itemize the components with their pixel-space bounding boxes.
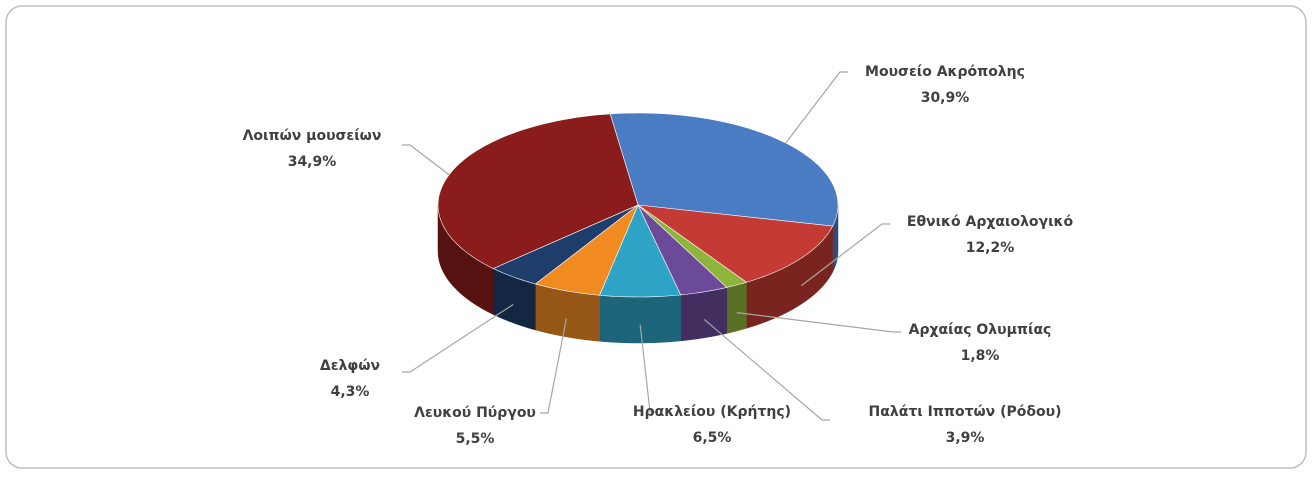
slice	[637, 204, 728, 296]
slice	[534, 204, 639, 296]
slice	[599, 204, 682, 298]
slice-value-label: 30,9%	[921, 90, 970, 106]
slice	[609, 112, 839, 227]
leader-line	[785, 71, 848, 144]
slice-label: Παλάτι Ιπποτών (Ρόδου)	[869, 404, 1062, 420]
slice-label: Εθνικό Αρχαιολογικό	[907, 214, 1074, 230]
leader-line	[540, 318, 567, 414]
slice-label: Μουσείο Ακρόπολης	[865, 64, 1025, 80]
slice-label: Λευκού Πύργου	[414, 405, 536, 421]
leader-line	[402, 144, 450, 176]
leader-line	[639, 324, 658, 413]
slice-value-label: 3,9%	[946, 430, 985, 446]
slice-value-label: 5,5%	[456, 431, 495, 447]
slice-value-label: 6,5%	[693, 430, 732, 446]
slice-value-label: 4,3%	[331, 384, 370, 400]
slice-label: Αρχαίας Ολυμπίας	[909, 322, 1052, 338]
slice-label: Λοιπών μουσείων	[243, 128, 382, 144]
slice-label: Ηρακλείου (Κρήτης)	[633, 404, 791, 420]
labels: Μουσείο Ακρόπολης 30,9% Εθνικό Αρχαιολογικ…	[243, 64, 1074, 447]
pie-tops	[437, 112, 839, 298]
slice	[492, 204, 639, 285]
slice-value-label: 1,8%	[961, 348, 1000, 364]
leader-line	[402, 303, 514, 373]
slice-side	[726, 281, 747, 334]
slice-label: Δελφών	[320, 358, 380, 374]
leader-line	[736, 311, 901, 333]
slice-side	[599, 294, 681, 344]
pie-sides	[437, 204, 839, 344]
slice	[636, 204, 834, 283]
slice-value-label: 34,9%	[288, 154, 337, 170]
slice-value-label: 12,2%	[966, 240, 1015, 256]
leader-line	[703, 318, 830, 421]
leader-line	[801, 223, 890, 287]
slice	[437, 113, 639, 269]
